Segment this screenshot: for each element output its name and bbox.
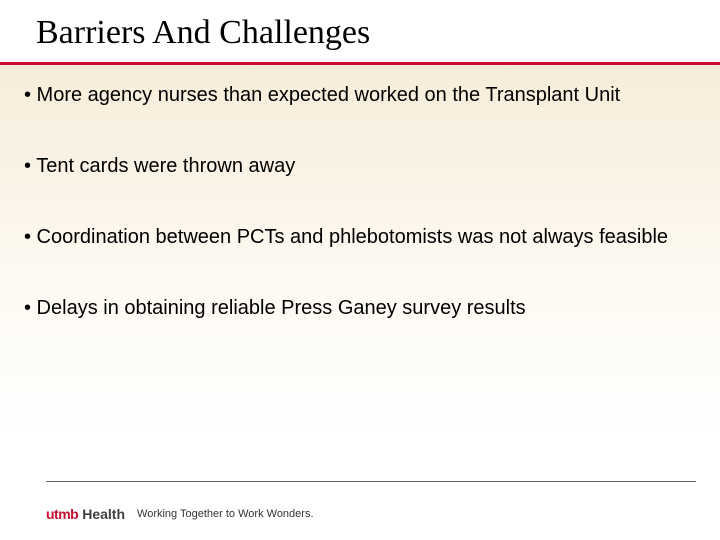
bullet-item: • More agency nurses than expected worke… xyxy=(24,83,696,108)
footer-tagline: Working Together to Work Wonders. xyxy=(137,508,314,520)
logo-health-text: Health xyxy=(82,506,125,522)
slide-title: Barriers And Challenges xyxy=(0,0,720,62)
logo: utmb Health xyxy=(46,506,125,522)
footer: utmb Health Working Together to Work Won… xyxy=(46,506,314,522)
footer-rule xyxy=(46,481,696,482)
bullet-item: • Tent cards were thrown away xyxy=(24,154,696,179)
slide: Barriers And Challenges • More agency nu… xyxy=(0,0,720,540)
bullet-item: • Coordination between PCTs and phleboto… xyxy=(24,225,696,250)
logo-utmb-text: utmb xyxy=(46,506,78,522)
bullet-item: • Delays in obtaining reliable Press Gan… xyxy=(24,296,696,321)
content-area: • More agency nurses than expected worke… xyxy=(0,65,720,433)
